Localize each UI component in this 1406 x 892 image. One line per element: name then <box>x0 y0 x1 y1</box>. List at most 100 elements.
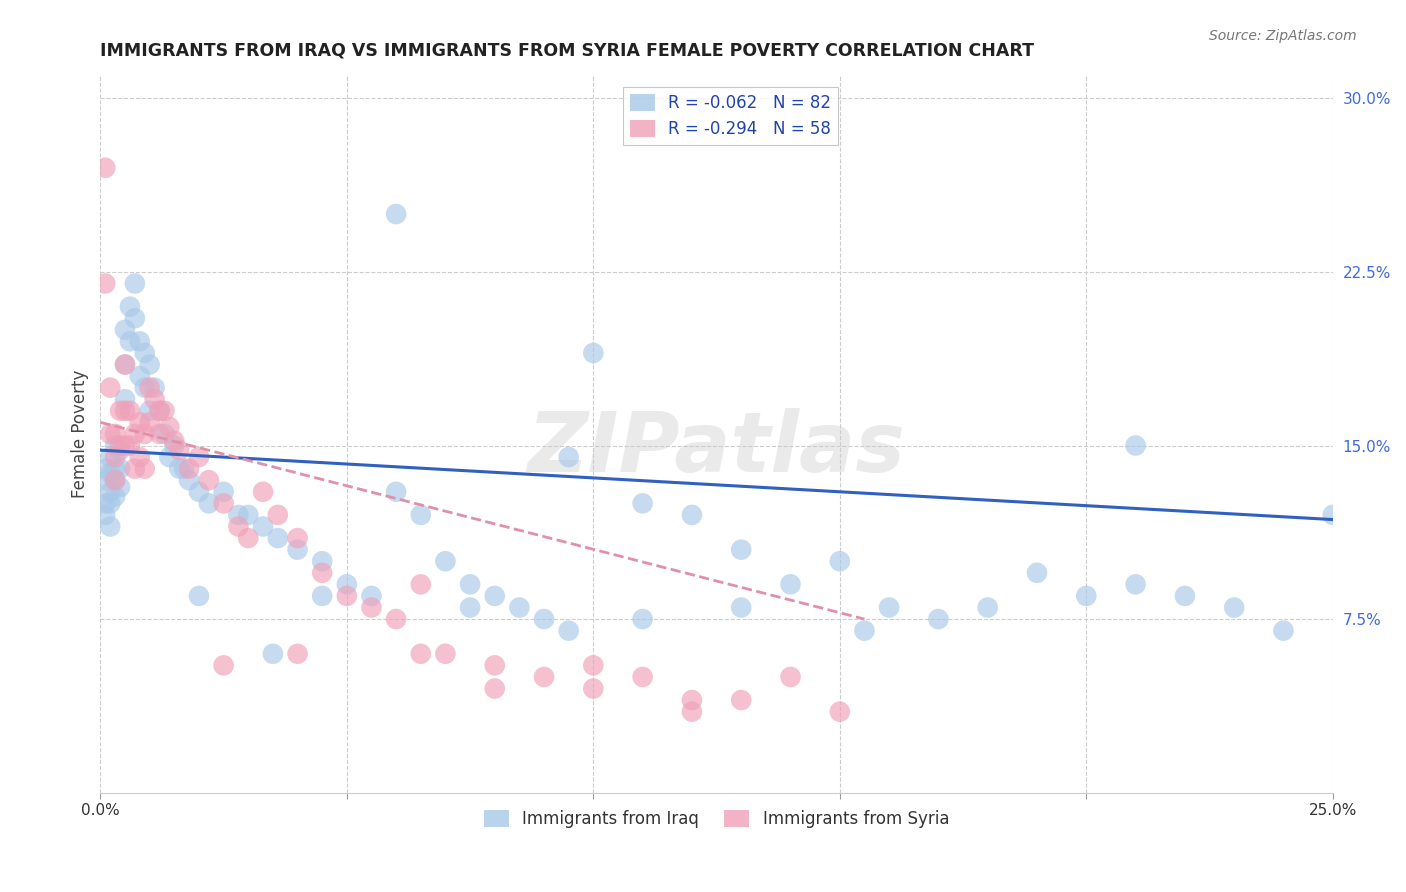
Point <box>287 542 309 557</box>
Point <box>128 334 150 349</box>
Point <box>360 600 382 615</box>
Point <box>267 531 290 545</box>
Point <box>118 334 141 349</box>
Point <box>1174 589 1197 603</box>
Point <box>730 542 752 557</box>
Point <box>484 589 506 603</box>
Point <box>108 443 131 458</box>
Point <box>238 531 260 545</box>
Point <box>730 693 752 707</box>
Point <box>108 404 131 418</box>
Point <box>124 461 146 475</box>
Point <box>98 467 121 481</box>
Point <box>1223 600 1246 615</box>
Point <box>631 670 654 684</box>
Point <box>385 207 408 221</box>
Point <box>557 450 579 464</box>
Point <box>157 450 180 464</box>
Point <box>311 566 333 580</box>
Point <box>98 484 121 499</box>
Point <box>853 624 876 638</box>
Point <box>124 277 146 291</box>
Point <box>114 323 136 337</box>
Point <box>148 404 170 418</box>
Point <box>98 496 121 510</box>
Point <box>360 589 382 603</box>
Point <box>124 426 146 441</box>
Point <box>128 415 150 429</box>
Point <box>134 381 156 395</box>
Point <box>311 554 333 568</box>
Point <box>114 404 136 418</box>
Point <box>177 461 200 475</box>
Point <box>582 346 605 360</box>
Point <box>779 577 801 591</box>
Point <box>409 577 432 591</box>
Point <box>108 480 131 494</box>
Point <box>94 461 117 475</box>
Point <box>1322 508 1344 522</box>
Point <box>104 438 127 452</box>
Point <box>385 612 408 626</box>
Point <box>114 358 136 372</box>
Point <box>508 600 530 615</box>
Point <box>94 473 117 487</box>
Point <box>104 490 127 504</box>
Point <box>124 311 146 326</box>
Point <box>104 426 127 441</box>
Point <box>94 508 117 522</box>
Point <box>1076 589 1098 603</box>
Point <box>153 426 176 441</box>
Point <box>134 426 156 441</box>
Point <box>128 450 150 464</box>
Point <box>1272 624 1295 638</box>
Point <box>252 484 274 499</box>
Point <box>187 484 209 499</box>
Point <box>228 508 250 522</box>
Point <box>681 705 703 719</box>
Point <box>976 600 998 615</box>
Point <box>163 438 186 452</box>
Point <box>212 484 235 499</box>
Point <box>409 508 432 522</box>
Point <box>153 404 176 418</box>
Point <box>157 420 180 434</box>
Point <box>631 612 654 626</box>
Point <box>582 681 605 696</box>
Point <box>94 496 117 510</box>
Point <box>167 443 190 458</box>
Point <box>1026 566 1049 580</box>
Point <box>557 624 579 638</box>
Point <box>98 426 121 441</box>
Point <box>927 612 949 626</box>
Point <box>228 519 250 533</box>
Point <box>104 473 127 487</box>
Legend: Immigrants from Iraq, Immigrants from Syria: Immigrants from Iraq, Immigrants from Sy… <box>478 803 956 835</box>
Point <box>143 392 166 407</box>
Point <box>730 600 752 615</box>
Text: Source: ZipAtlas.com: Source: ZipAtlas.com <box>1209 29 1357 43</box>
Point <box>287 531 309 545</box>
Point <box>779 670 801 684</box>
Point <box>98 519 121 533</box>
Point <box>104 450 127 464</box>
Point <box>533 612 555 626</box>
Point <box>187 589 209 603</box>
Point <box>104 473 127 487</box>
Point <box>877 600 900 615</box>
Point <box>409 647 432 661</box>
Point <box>212 496 235 510</box>
Point <box>187 450 209 464</box>
Point <box>173 461 195 475</box>
Point <box>681 508 703 522</box>
Point <box>631 496 654 510</box>
Point <box>287 647 309 661</box>
Point <box>434 554 457 568</box>
Point <box>177 473 200 487</box>
Point <box>108 438 131 452</box>
Point <box>267 508 290 522</box>
Y-axis label: Female Poverty: Female Poverty <box>72 370 89 498</box>
Point <box>114 358 136 372</box>
Point <box>98 381 121 395</box>
Point <box>458 600 481 615</box>
